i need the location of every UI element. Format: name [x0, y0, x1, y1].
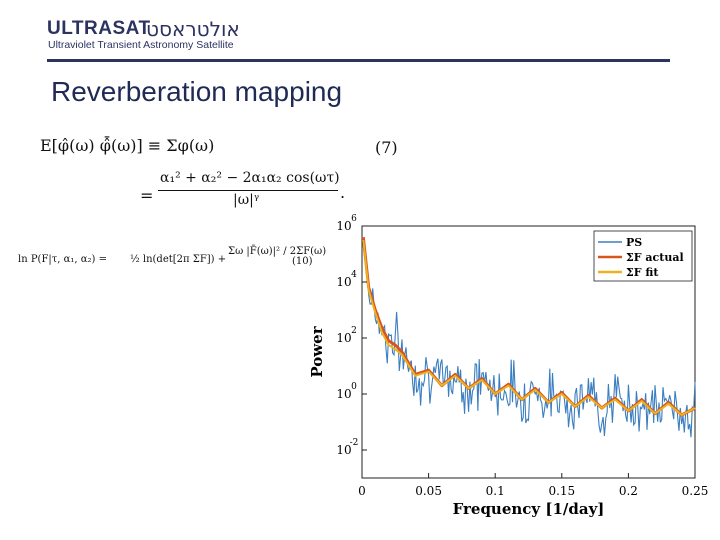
x-tick-label: 0.15	[548, 484, 575, 498]
y-tick-label-exponent: 6	[351, 214, 357, 224]
sigma-fit-series-line	[362, 239, 696, 416]
equation-10-sum: Σω |F̃(ω)|² / 2ΣF(ω)	[228, 246, 327, 257]
equation-7-fraction-bar	[158, 190, 338, 191]
equation-7-numerator: α₁² + α₂² − 2α₁α₂ cos(ωτ)	[160, 170, 340, 186]
y-tick-label-base: 10	[336, 387, 351, 401]
y-axis-label: Power	[308, 325, 326, 377]
ultrasat-logo-hebrew: אולטראסט	[146, 17, 240, 41]
y-tick-label-exponent: 2	[351, 326, 357, 336]
y-tick-label-base: 10	[336, 275, 351, 289]
ultrasat-logo-subtitle: Ultraviolet Transient Astronomy Satellit…	[48, 39, 234, 51]
equation-7-denominator: |ω|ᵞ	[233, 192, 260, 208]
ultrasat-logo: ULTRASAT	[47, 18, 151, 39]
equation-10-lhs: ln P(F|τ, α₁, α₂) =	[18, 254, 107, 265]
legend-label: ΣF fit	[626, 266, 659, 279]
legend-label: PS	[626, 236, 642, 249]
equation-7-equals: =	[140, 186, 154, 205]
x-tick-label: 0.2	[619, 484, 638, 498]
equation-7-lhs: E[φ̂(ω) φ̂̄(ω)] ≡ Σφ(ω)	[40, 136, 215, 155]
y-tick-label-exponent: -2	[350, 438, 359, 448]
x-tick-label: 0.1	[486, 484, 505, 498]
y-tick-label-exponent: 4	[351, 270, 357, 280]
y-tick-label-base: 10	[336, 443, 351, 457]
equation-10-logdet: ½ ln(det[2π ΣF]) +	[130, 254, 227, 265]
x-axis-label: Frequency [1/day]	[453, 500, 605, 518]
equation-7-period: .	[340, 183, 346, 202]
x-tick-label: 0.05	[415, 484, 442, 498]
title-divider	[47, 59, 670, 62]
equation-10-number: (10)	[292, 256, 313, 267]
x-tick-label: 0.25	[682, 484, 709, 498]
x-tick-label: 0	[358, 484, 366, 498]
y-tick-label-base: 10	[336, 331, 351, 345]
legend-label: ΣF actual	[626, 251, 684, 264]
ps-series-line	[362, 246, 696, 438]
y-tick-label-base: 10	[336, 219, 351, 233]
slide-title: Reverberation mapping	[51, 76, 343, 107]
equation-7-number: (7)	[375, 138, 398, 157]
y-tick-label-exponent: 0	[351, 382, 357, 392]
